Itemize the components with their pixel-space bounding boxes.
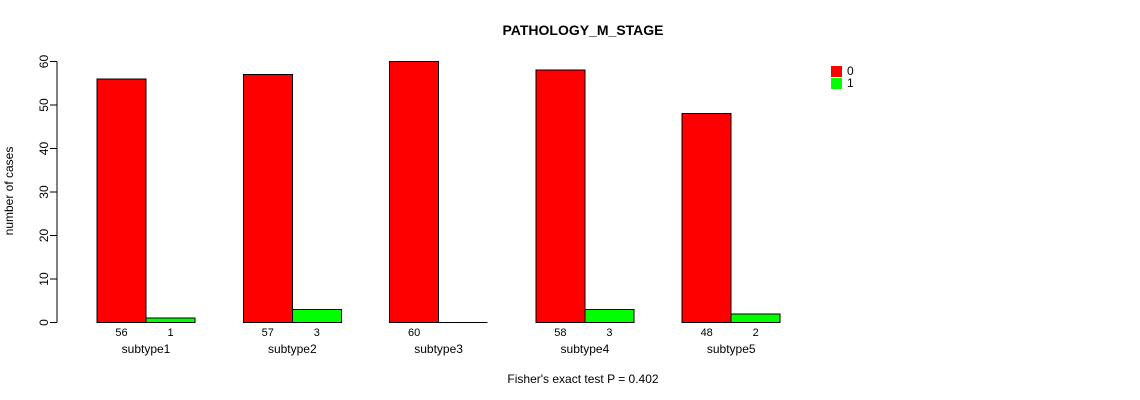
- bar-series0-subtype5: [681, 113, 732, 323]
- bar-series0-subtype3: [389, 61, 440, 323]
- category-label-subtype1: subtype1: [122, 342, 171, 356]
- y-tick-label: 10: [37, 272, 51, 286]
- bar-series1-subtype5: [730, 313, 781, 323]
- bar-series0-subtype4: [535, 69, 586, 323]
- bar-value-label: 58: [554, 327, 566, 339]
- legend-swatch-1: [831, 77, 842, 89]
- bar-value-label: 2: [753, 327, 759, 339]
- bar-value-label: 3: [606, 327, 612, 339]
- category-label-subtype3: subtype3: [414, 342, 463, 356]
- y-tick-label: 30: [37, 185, 51, 199]
- bar-series1-subtype4: [584, 308, 635, 324]
- legend-item-0: 0: [831, 65, 854, 77]
- bar-value-label: 1: [167, 327, 173, 339]
- bar-value-label: 48: [701, 327, 713, 339]
- annotation-caption: Fisher's exact test P = 0.402: [507, 372, 659, 386]
- y-tick-label: 50: [37, 98, 51, 112]
- bar-value-label: 60: [408, 327, 420, 339]
- legend-swatch-0: [831, 65, 842, 77]
- y-tick-label: 20: [37, 229, 51, 243]
- bar-series0-subtype2: [242, 74, 293, 323]
- legend-label: 0: [847, 64, 854, 78]
- y-tick-label: 40: [37, 142, 51, 156]
- category-label-subtype5: subtype5: [707, 342, 756, 356]
- bar-series0-subtype1: [96, 78, 147, 324]
- legend-label: 1: [847, 76, 854, 90]
- y-tick-label: 0: [37, 319, 51, 326]
- bar-series1-subtype1: [145, 317, 196, 323]
- bar-value-label: 57: [262, 327, 274, 339]
- category-label-subtype4: subtype4: [561, 342, 610, 356]
- bar-series1-subtype2: [291, 308, 342, 324]
- bar-value-label: 3: [314, 327, 320, 339]
- y-tick-label: 60: [37, 55, 51, 69]
- legend-item-1: 1: [831, 77, 854, 89]
- bar-value-label: 56: [115, 327, 127, 339]
- category-label-subtype2: subtype2: [268, 342, 317, 356]
- chart-title: PATHOLOGY_M_STAGE: [502, 22, 664, 38]
